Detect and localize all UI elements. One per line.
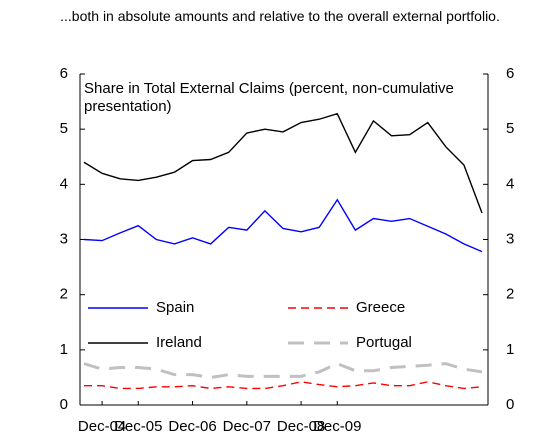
- y2-tick-label: 2: [506, 286, 514, 303]
- x-tick-label: Dec-05: [114, 418, 162, 435]
- y-tick-label: 4: [60, 175, 68, 192]
- y2-tick-label: 3: [506, 230, 514, 247]
- y2-tick-label: 1: [506, 341, 514, 358]
- y2-tick-label: 5: [506, 120, 514, 137]
- x-tick-label: Dec-09: [313, 418, 361, 435]
- y-tick-label: 6: [60, 65, 68, 82]
- chart-title: ...both in absolute amounts and relative…: [60, 8, 500, 24]
- x-tick-label: Dec-07: [223, 418, 271, 435]
- x-tick-label: Dec-06: [168, 418, 216, 435]
- series-line: [83, 361, 483, 379]
- y2-tick-label: 6: [506, 65, 514, 82]
- y2-tick-label: 0: [506, 396, 514, 413]
- y-tick-label: 1: [60, 341, 68, 358]
- y-tick-label: 5: [60, 120, 68, 137]
- legend-label: Portugal: [356, 334, 412, 351]
- x-tick-label: Dec-04: [78, 418, 126, 435]
- series-line: [83, 112, 483, 214]
- x-tick-label: Dec-08: [277, 418, 325, 435]
- legend-label: Ireland: [156, 334, 202, 351]
- y2-tick-label: 4: [506, 175, 514, 192]
- legend-label: Greece: [356, 299, 405, 316]
- series-line: [84, 381, 483, 390]
- y-tick-label: 2: [60, 286, 68, 303]
- y-tick-label: 3: [60, 230, 68, 247]
- y-tick-label: 0: [60, 396, 68, 413]
- legend-label: Spain: [156, 299, 194, 316]
- series-line: [83, 198, 483, 253]
- annotation: Share in Total External Claims (percent,…: [84, 80, 454, 115]
